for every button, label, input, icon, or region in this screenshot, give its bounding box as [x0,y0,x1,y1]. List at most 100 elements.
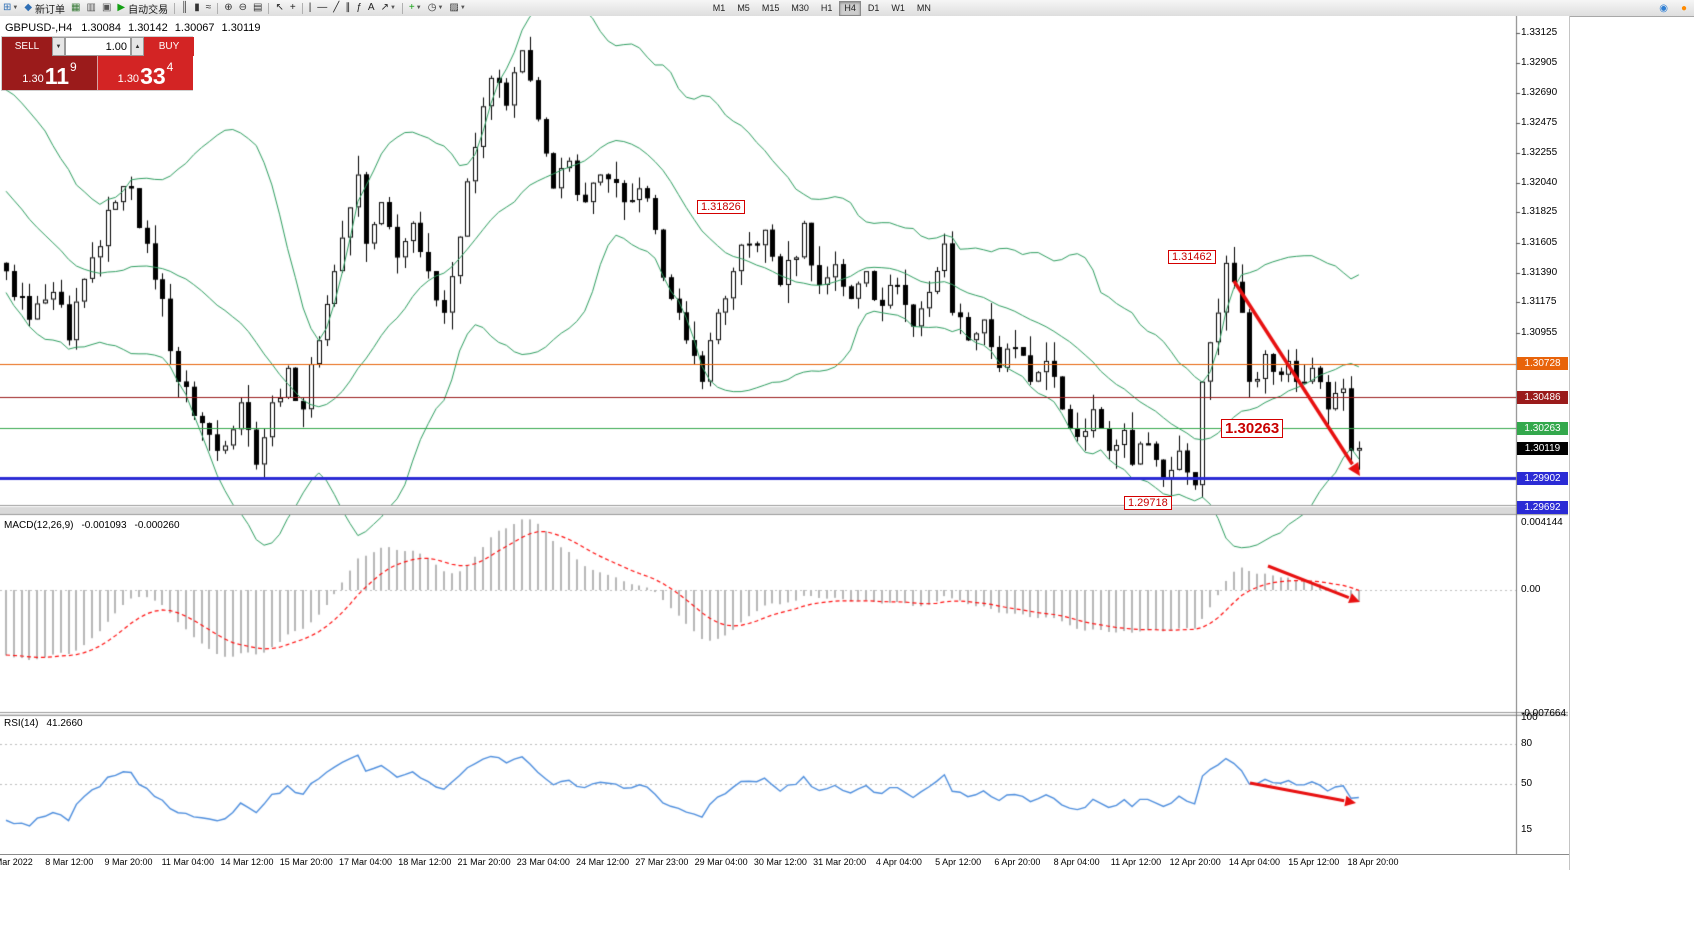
time-axis-label: 15 Apr 12:00 [1288,857,1340,867]
time-axis-label: 24 Mar 12:00 [576,857,630,867]
toolbar-separator [217,2,219,14]
chart-canvas[interactable] [0,16,1568,854]
price-axis-tick: 1.31390 [1521,266,1558,278]
price-callout[interactable]: 1.30263 [1221,419,1284,438]
new-chart-icon[interactable]: ⊞ ▼ [1,1,20,15]
data-window-icon[interactable]: ▥ [85,1,98,15]
price-label-support: 1.30263 [1517,421,1568,435]
time-axis-label: 15 Mar 20:00 [279,857,333,867]
time-axis-label: 7 Mar 2022 [0,857,33,867]
time-axis-label: 27 Mar 23:00 [635,857,689,867]
vertical-line-icon[interactable]: | [307,1,314,15]
volume-decrease-button[interactable]: ▼ [52,37,65,56]
templates-icon: ▨ [449,2,459,13]
alert-icon[interactable]: ● [1680,2,1687,14]
timeframe-h4[interactable]: H4 [839,0,861,16]
time-axis-label: 5 Apr 12:00 [935,857,982,867]
time-axis-label: 9 Mar 20:00 [104,857,153,867]
channel-icon[interactable]: ∥ [343,1,352,15]
tile-windows-icon[interactable]: ▤ [251,1,264,15]
market-watch-icon[interactable]: ▦ [69,1,82,15]
timeframe-d1[interactable]: D1 [867,2,880,13]
price-axis-tick: 1.32040 [1521,176,1558,188]
candlestick-chart-icon: ▮ [194,2,200,13]
main-toolbar: ⊞ ▼ ◆ 新订单 ▦ ▥ ▣ ▶ 自动交易 ║ ▮ ≈ ⊕ ⊖ ▤ ↖ + | — ╱ ∥ ƒ A ↗ ▼ + ▼ ◷ ▼ ▨ ▼ M1 … [0,0,1694,17]
zoom-in-icon[interactable]: ⊕ [222,1,234,15]
vertical-line-icon: | [308,2,312,13]
templates-icon[interactable]: ▨ ▼ [447,1,467,15]
price-axis-tick: 1.32475 [1521,116,1558,128]
toolbar-separator [301,2,303,14]
horizontal-line-icon: — [317,2,328,13]
text-icon[interactable]: A [366,1,377,15]
price-callout[interactable]: 1.29718 [1124,496,1172,510]
candlestick-chart-icon[interactable]: ▮ [192,1,202,15]
tile-windows-icon: ▤ [253,2,263,13]
bid-main: 11 [44,63,70,89]
price-axis-tick: 1.33125 [1521,27,1558,38]
timeframe-m30[interactable]: M30 [791,2,809,13]
market-watch-icon: ▦ [71,2,81,13]
toolbar-right-group: ◉ ● [1656,1,1690,15]
price-callout[interactable]: 1.31826 [697,200,745,214]
timeframe-group: M1 M5 M15 M30 H1 H4 D1 W1 MN [707,0,937,16]
bid-price-display[interactable]: 1.30 11 9 [2,56,98,90]
channel-icon: ∥ [345,2,351,13]
new-order-button: ◆ [24,2,33,13]
ask-price-display[interactable]: 1.30 33 4 [98,56,193,90]
bar-chart-icon[interactable]: ║ [179,1,190,15]
data-window-icon: ▥ [86,2,96,13]
timeframe-m5[interactable]: M5 [737,2,750,13]
periods-icon[interactable]: ◷ ▼ [426,1,446,15]
time-axis-label: 8 Apr 04:00 [1053,857,1100,867]
price-callout[interactable]: 1.31462 [1168,250,1216,264]
indicators-icon: + [408,2,415,13]
ask-sup: 4 [166,60,174,74]
chart-ohlc-header: GBPUSD-,H4 1.30084 1.30142 1.30067 1.301… [5,22,261,34]
buy-button[interactable]: BUY [144,37,194,56]
ask-prefix: 1.30 [117,73,140,85]
time-axis-label: 12 Apr 20:00 [1169,857,1221,867]
crosshair-icon[interactable]: + [288,1,298,15]
timeframe-h1[interactable]: H1 [820,2,833,13]
periods-icon-caret: ▼ [437,5,444,11]
time-axis-label: 11 Mar 04:00 [161,857,214,867]
terminal-icon: ▣ [101,2,112,13]
price-axis-tick: 1.32255 [1521,147,1558,159]
fibonacci-icon[interactable]: ƒ [354,1,364,15]
terminal-icon[interactable]: ▣ [100,1,113,15]
cursor-icon[interactable]: ↖ [273,1,285,15]
price-label-lower: 1.29902 [1517,471,1568,485]
timeframe-m1[interactable]: M1 [712,2,726,13]
text-icon: A [367,2,375,13]
arrows-tool-icon[interactable]: ↗ ▼ [379,1,398,15]
volume-increase-button[interactable]: ▲ [131,37,144,56]
zoom-out-icon[interactable]: ⊖ [237,1,249,15]
trendline-icon[interactable]: ╱ [331,1,341,15]
auto-trading-button-label: 自动交易 [128,4,169,16]
time-axis[interactable]: 7 Mar 2022 8 Mar 12:00 9 Mar 20:00 11 Mar 0… [0,854,1569,870]
symbol-period-label: GBPUSD-,H4 [5,22,73,34]
macd-axis-label: 0.00 [1521,584,1541,595]
line-chart-icon[interactable]: ≈ [204,1,214,15]
time-axis-label: 31 Mar 20:00 [813,857,867,867]
indicators-icon-caret: ▼ [415,5,422,11]
cursor-icon: ↖ [275,2,284,13]
chat-icon[interactable]: ◉ [1659,2,1668,14]
price-label-pivot: 1.30486 [1517,390,1568,404]
indicators-icon[interactable]: + ▼ [407,1,424,15]
time-axis-label: 30 Mar 12:00 [753,857,807,867]
sell-button[interactable]: SELL [2,37,52,56]
rsi-axis-label: 100 [1521,712,1538,723]
templates-icon-caret: ▼ [459,5,466,11]
time-axis-label: 18 Mar 12:00 [398,857,452,867]
timeframe-w1[interactable]: W1 [891,2,905,13]
time-axis-label: 29 Mar 04:00 [694,857,748,867]
auto-trading-button[interactable]: ▶ 自动交易 [115,1,170,16]
timeframe-m15[interactable]: M15 [761,2,780,13]
time-axis-label: 23 Mar 04:00 [516,857,570,867]
timeframe-mn[interactable]: MN [916,2,931,13]
horizontal-line-icon[interactable]: — [315,1,329,15]
new-order-button[interactable]: ◆ 新订单 [22,1,67,16]
volume-input[interactable] [65,37,131,56]
